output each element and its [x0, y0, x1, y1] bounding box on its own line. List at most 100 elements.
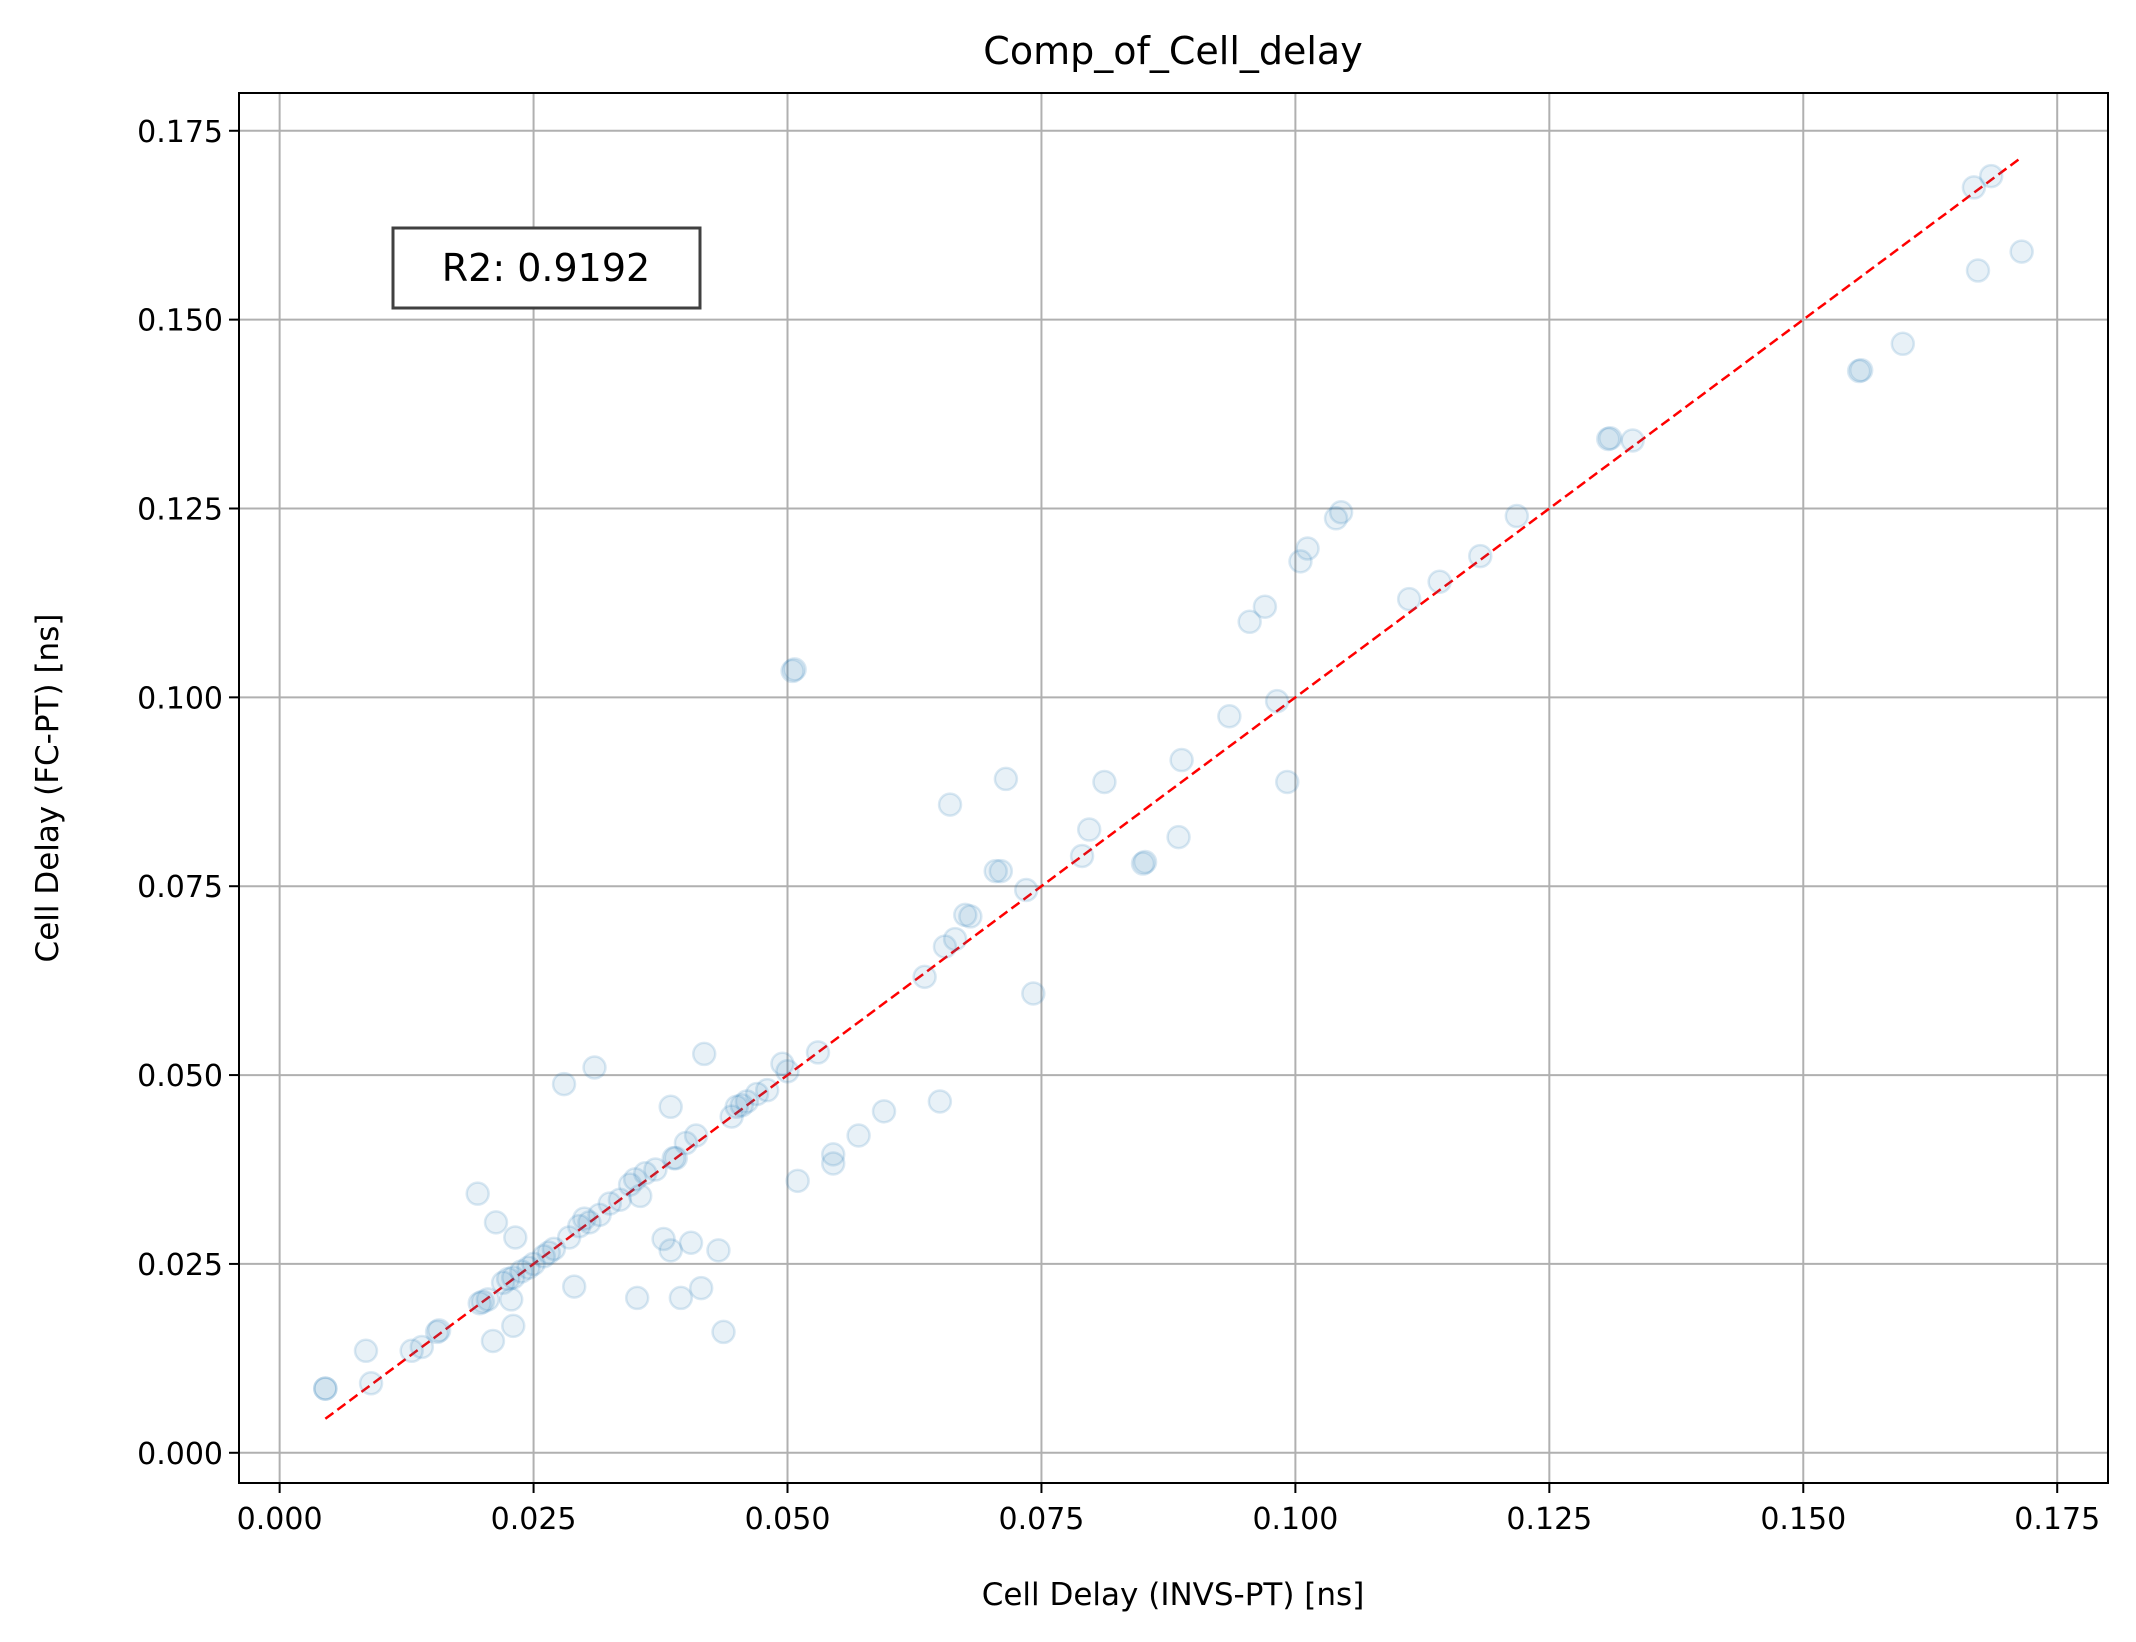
scatter-point [2009, 239, 2034, 264]
scatter-point [531, 1244, 556, 1269]
y-tick-label: 0.075 [137, 870, 223, 905]
scatter-point [724, 1094, 749, 1120]
scatter-point [633, 1161, 658, 1186]
scatter-point [1427, 569, 1452, 595]
scatter-point [587, 1202, 612, 1228]
scatter-point [536, 1240, 562, 1265]
scatter-point [483, 1210, 509, 1235]
scatter-point [744, 1081, 770, 1107]
scatter-point [1217, 703, 1242, 729]
scatter-point [467, 1290, 492, 1316]
scatter-point [775, 1059, 800, 1084]
r2-annotation: R2: 0.9192 [391, 226, 702, 310]
scatter-point [1295, 536, 1320, 561]
scatter-point [509, 1259, 534, 1284]
scatter-point [1264, 688, 1290, 714]
x-tick-label: 0.100 [1252, 1502, 1338, 1537]
scatter-point [1595, 426, 1621, 452]
scatter-point [470, 1289, 496, 1314]
fit-line-group [324, 156, 2023, 1420]
scatter-point [358, 1371, 384, 1396]
plot-frame [238, 92, 2109, 1484]
scatter-point [754, 1077, 780, 1103]
scatter-point [658, 1238, 683, 1263]
scatter-point [937, 792, 963, 817]
scatter-point [643, 1157, 668, 1182]
scatter-point [424, 1319, 450, 1345]
x-tick-label: 0.150 [1760, 1502, 1846, 1537]
scatter-point [313, 1376, 338, 1401]
y-tick-label: 0.100 [137, 681, 223, 716]
scatter-point [1169, 747, 1194, 773]
x-tick-label: 0.175 [2014, 1502, 2100, 1537]
scatter-point [912, 964, 937, 990]
scatter-point [622, 1167, 648, 1192]
y-tick-label: 0.050 [137, 1059, 223, 1094]
scatter-point [1846, 358, 1872, 384]
scatter-point [541, 1236, 567, 1262]
x-tick-label: 0.025 [491, 1502, 577, 1537]
scatter-point [734, 1089, 760, 1114]
scatter-point [820, 1142, 846, 1167]
scatter-point [521, 1251, 546, 1277]
r2-annotation-box [391, 226, 702, 310]
scatter-point [942, 926, 968, 952]
scatter-point [1252, 594, 1278, 619]
scatter-point [1961, 175, 1987, 200]
scatter-point [399, 1338, 424, 1364]
y-axis-label: Cell Delay (FC-PT) [ns] [30, 614, 66, 963]
y-tick-label: 0.000 [137, 1437, 223, 1472]
scatter-point [688, 1275, 714, 1301]
scatter-points [313, 163, 2034, 1401]
scatter-point [846, 1123, 871, 1148]
scatter-point [953, 902, 978, 928]
scatter-point [1323, 506, 1349, 531]
scatter-point [1130, 851, 1156, 876]
y-tick-label: 0.125 [137, 492, 223, 527]
axis-ticks: 0.000 0.025 0.050 0.075 0.100 0.125 0.150 0.175… [137, 115, 2100, 1537]
scatter-point [1620, 428, 1645, 453]
scatter-point [871, 1099, 897, 1124]
scatter-point [567, 1213, 592, 1239]
scatter-point [1468, 543, 1493, 569]
grid-lines [239, 93, 2108, 1483]
scatter-point [498, 1287, 524, 1312]
scatter-point [1092, 769, 1117, 795]
scatter-point [1598, 425, 1623, 451]
scatter-point [551, 1071, 577, 1097]
scatter-point [409, 1334, 435, 1360]
scatter-point [683, 1123, 709, 1148]
scatter-point [426, 1318, 452, 1343]
scatter-point [607, 1187, 633, 1212]
scatter-point [1328, 500, 1354, 525]
scatter-point [561, 1274, 587, 1299]
scatter-point [711, 1319, 736, 1345]
scatter-point [1288, 549, 1313, 574]
x-tick-label: 0.125 [1506, 1502, 1592, 1537]
scatter-point [465, 1181, 490, 1206]
scatter-point [782, 657, 807, 682]
scatter-point [1504, 503, 1530, 529]
r2-annotation-text: R2: 0.9192 [442, 246, 650, 290]
scatter-point [719, 1104, 744, 1129]
scatter-point [1396, 586, 1422, 612]
scatter-point [490, 1270, 516, 1296]
scatter-point [501, 1313, 526, 1339]
scatter-point [780, 658, 805, 684]
y-tick-label: 0.175 [137, 115, 223, 150]
scatter-point [678, 1230, 704, 1256]
scatter-point [993, 766, 1019, 792]
scatter-point [556, 1225, 582, 1250]
scatter-point [770, 1051, 795, 1076]
scatter-point [1978, 163, 2004, 189]
scatter-point [1132, 849, 1158, 875]
scatter-point [480, 1328, 506, 1354]
scatter-point [1076, 817, 1102, 842]
scatter-point [651, 1226, 676, 1252]
scatter-point [516, 1255, 541, 1280]
scatter-point [706, 1238, 731, 1263]
scatter-point [988, 858, 1014, 884]
y-tick-label: 0.025 [137, 1248, 223, 1283]
scatter-point [572, 1206, 597, 1231]
